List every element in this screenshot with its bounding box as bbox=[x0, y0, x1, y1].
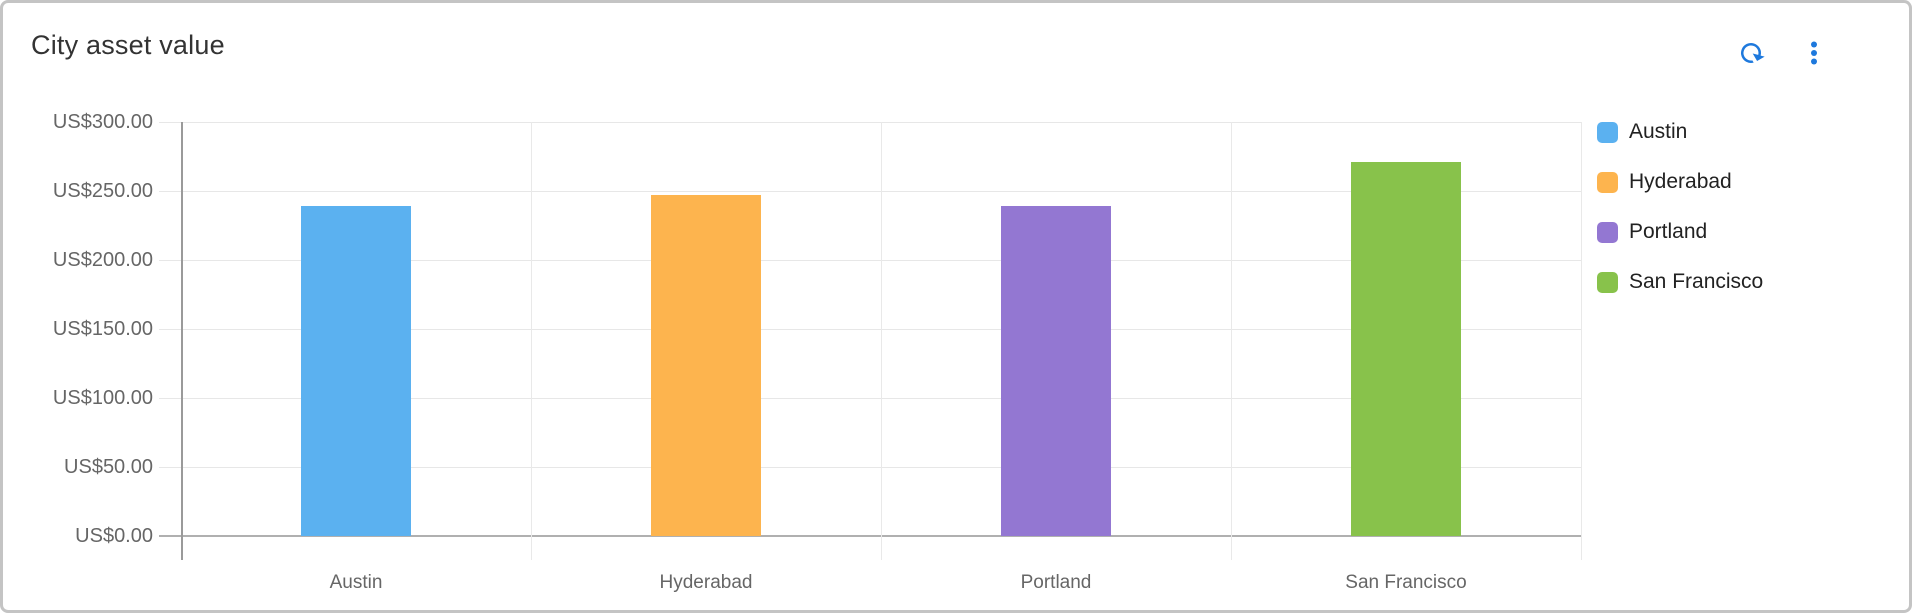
legend-item-san-francisco[interactable]: San Francisco bbox=[1597, 270, 1763, 294]
gridline bbox=[881, 122, 882, 560]
chart-title: City asset value bbox=[31, 30, 225, 60]
gridline bbox=[159, 260, 1581, 261]
more-options-button[interactable] bbox=[1798, 37, 1830, 69]
x-axis-baseline bbox=[159, 535, 1581, 537]
gridline bbox=[159, 398, 1581, 399]
gridline bbox=[1581, 122, 1582, 560]
legend-item-hyderabad[interactable]: Hyderabad bbox=[1597, 170, 1763, 194]
kebab-menu-icon bbox=[1799, 38, 1829, 68]
gridline bbox=[159, 329, 1581, 330]
y-tick-label: US$300.00 bbox=[52, 111, 153, 133]
x-tick-label-san-francisco: San Francisco bbox=[1345, 572, 1467, 593]
gridline bbox=[531, 122, 532, 560]
legend-swatch bbox=[1597, 121, 1618, 143]
bar-chart-plot-area bbox=[159, 122, 1582, 560]
y-tick-label: US$200.00 bbox=[52, 249, 153, 271]
chart-legend: Austin Hyderabad Portland San Francisco bbox=[1597, 120, 1763, 320]
legend-label: San Francisco bbox=[1629, 270, 1764, 293]
y-tick-label: US$0.00 bbox=[75, 525, 153, 547]
x-tick-label-austin: Austin bbox=[329, 572, 383, 593]
gridline bbox=[1231, 122, 1232, 560]
x-tick-label-portland: Portland bbox=[1020, 572, 1092, 593]
legend-swatch bbox=[1597, 171, 1618, 193]
refresh-button[interactable] bbox=[1735, 37, 1767, 69]
gridline bbox=[159, 191, 1581, 192]
y-tick-label: US$50.00 bbox=[64, 456, 153, 478]
y-tick-label: US$250.00 bbox=[52, 180, 153, 202]
bar-san-francisco[interactable] bbox=[1351, 162, 1461, 536]
legend-swatch bbox=[1597, 271, 1618, 293]
legend-label: Hyderabad bbox=[1629, 170, 1732, 193]
gridline bbox=[159, 122, 1581, 123]
legend-item-austin[interactable]: Austin bbox=[1597, 120, 1763, 144]
bar-austin[interactable] bbox=[301, 206, 411, 536]
gridline bbox=[159, 467, 1581, 468]
bar-portland[interactable] bbox=[1001, 206, 1111, 536]
x-tick-label-hyderabad: Hyderabad bbox=[659, 572, 753, 593]
legend-label: Austin bbox=[1629, 120, 1688, 143]
legend-item-portland[interactable]: Portland bbox=[1597, 220, 1763, 244]
y-axis-line bbox=[181, 122, 183, 560]
legend-swatch bbox=[1597, 221, 1618, 243]
y-tick-label: US$150.00 bbox=[52, 318, 153, 340]
legend-label: Portland bbox=[1629, 220, 1708, 243]
refresh-icon bbox=[1736, 38, 1766, 68]
bar-hyderabad[interactable] bbox=[651, 195, 761, 536]
y-tick-label: US$100.00 bbox=[52, 387, 153, 409]
